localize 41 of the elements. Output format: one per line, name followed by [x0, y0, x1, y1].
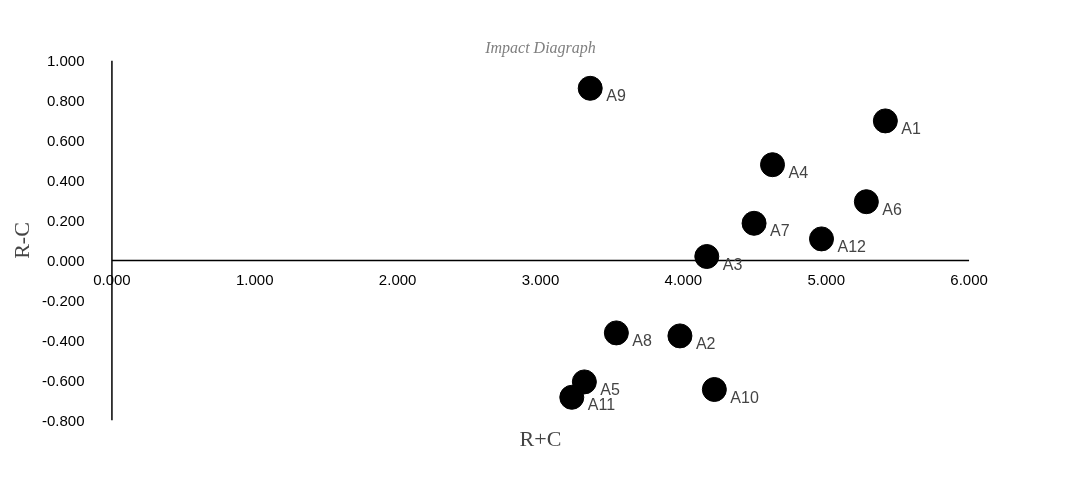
- x-tick-label: 3.000: [521, 270, 560, 288]
- x-tick-label: 4.000: [664, 270, 703, 288]
- y-tick-label: 0.400: [46, 171, 85, 189]
- annotation: A4: [788, 163, 809, 181]
- chart-title: Impact Diagraph: [484, 38, 596, 57]
- annotation: A6: [882, 200, 903, 218]
- point: [872, 108, 898, 134]
- annotation: A1: [901, 119, 922, 137]
- y-tick-label: 0.800: [46, 91, 85, 109]
- annotation: A8: [632, 331, 653, 349]
- point: [853, 189, 879, 215]
- y-tick-label: -0.800: [41, 411, 85, 429]
- point: [741, 210, 767, 236]
- annotation: A9: [606, 87, 626, 105]
- y-tick-label: 0.600: [46, 131, 85, 149]
- point: [559, 384, 585, 410]
- annotation: A5: [600, 380, 621, 398]
- annotation: A11: [587, 396, 616, 414]
- annotation: A12: [837, 237, 867, 255]
- annotation: A7: [770, 222, 790, 240]
- x-tick-label: 2.000: [378, 270, 417, 288]
- annotation: A2: [695, 334, 716, 352]
- y-tick-label: -0.200: [41, 291, 85, 309]
- point: [701, 377, 727, 402]
- y-axis-title: R-C: [8, 222, 34, 259]
- point: [577, 75, 603, 101]
- x-tick-label: 6.000: [950, 270, 988, 288]
- y-tick-label: 1.000: [46, 51, 85, 69]
- y-tick-label: -0.600: [41, 371, 85, 389]
- x-axis-title: R+C: [519, 425, 562, 451]
- x-tick-label: 5.000: [807, 270, 845, 288]
- point: [760, 152, 785, 178]
- point: [809, 226, 834, 252]
- annotation: A10: [730, 388, 759, 406]
- point: [694, 244, 720, 269]
- y-tick-label: 0.000: [46, 251, 85, 269]
- point: [603, 320, 629, 346]
- point: [667, 323, 693, 349]
- y-tick-label: -0.400: [41, 331, 85, 349]
- x-tick-label: 1.000: [236, 270, 274, 288]
- y-tick-label: 0.200: [46, 211, 85, 229]
